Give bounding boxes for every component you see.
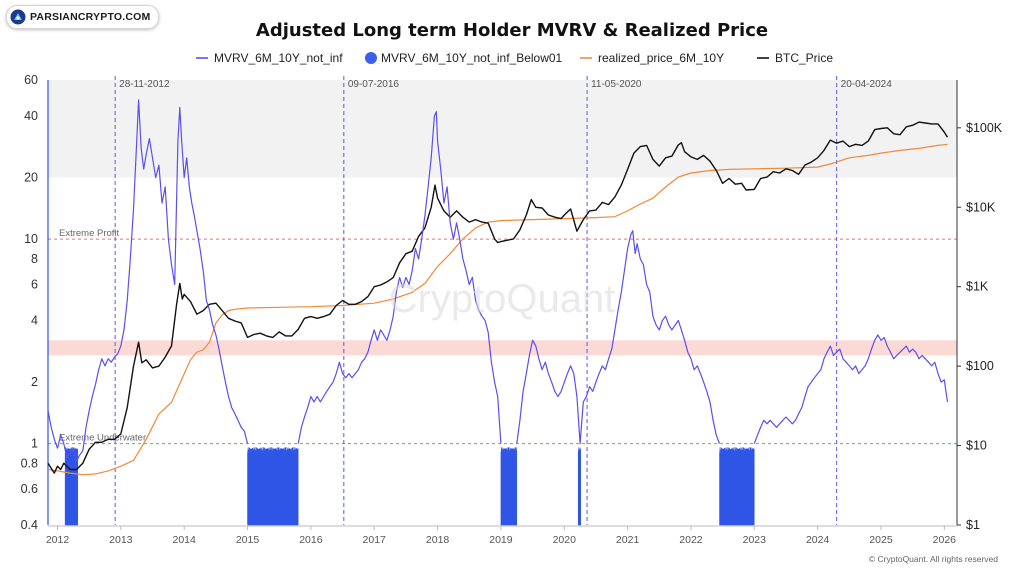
x-tick-label: 2017 xyxy=(363,534,387,546)
warning-band xyxy=(48,340,957,356)
legend-marker-dot xyxy=(365,52,377,64)
y-right-tick-label: $10K xyxy=(966,200,996,214)
x-tick-label: 2014 xyxy=(173,534,197,546)
below01-fill xyxy=(500,447,518,526)
x-tick-label: 2015 xyxy=(236,534,260,546)
brand-logo: PARSIANCRYPTO.COM xyxy=(6,5,160,29)
x-tick-label: 2016 xyxy=(299,534,323,546)
logo-mark-icon xyxy=(10,9,26,25)
upper-shade xyxy=(48,80,957,178)
x-tick-label: 2021 xyxy=(616,534,640,546)
x-tick-label: 2012 xyxy=(46,534,70,546)
mvrv-line xyxy=(297,111,502,444)
y-left-tick-label: 10 xyxy=(24,232,38,246)
x-tick-label: 2018 xyxy=(426,534,450,546)
y-left-tick-label: 0.8 xyxy=(21,456,38,470)
x-tick-label: 2019 xyxy=(489,534,513,546)
realized-price-line xyxy=(47,143,948,476)
btc-price-line xyxy=(47,121,949,474)
legend-label: MVRV_6M_10Y_not_inf_Below01 xyxy=(381,51,563,65)
x-tick-label: 2022 xyxy=(679,534,703,546)
series-layer xyxy=(47,99,949,526)
legend: MVRV_6M_10Y_not_inf MVRV_6M_10Y_not_inf_B… xyxy=(196,51,833,65)
cycle-marker-label: 11-05-2020 xyxy=(591,79,642,90)
copyright: © CryptoQuant. All rights reserved xyxy=(869,554,998,564)
legend-label: MVRV_6M_10Y_not_inf xyxy=(214,51,343,65)
cycle-marker-label: 09-07-2016 xyxy=(348,79,400,90)
x-tick-label: 2013 xyxy=(109,534,133,546)
axes: 60 40 20 10 8 6 4 2 1 0.8 0.6 0.4 $100K $10K $1K $100 $1… xyxy=(21,73,1003,546)
legend-label: BTC_Price xyxy=(775,51,833,65)
y-left-tick-label: 60 xyxy=(24,73,38,87)
below01-fill xyxy=(247,446,299,526)
x-tick-label: 2020 xyxy=(553,534,577,546)
y-left-tick-label: 4 xyxy=(31,314,38,328)
y-right-tick-label: $1K xyxy=(966,280,989,294)
y-left-tick-label: 0.4 xyxy=(21,518,38,532)
below01-fill xyxy=(577,447,581,526)
x-tick-label: 2023 xyxy=(743,534,767,546)
mvrv-line xyxy=(753,334,949,444)
y-right-tick-label: $1 xyxy=(966,518,980,532)
extreme-underwater-label: Extreme Underwater xyxy=(59,433,146,444)
y-left-tick-label: 0.6 xyxy=(21,482,38,496)
cycle-marker-label: 28-11-2012 xyxy=(119,79,170,90)
y-left-tick-label: 8 xyxy=(31,252,38,266)
y-right-tick-label: $10 xyxy=(966,439,987,453)
legend-label: realized_price_6M_10Y xyxy=(598,51,724,65)
y-left-tick-label: 2 xyxy=(31,375,38,389)
cycle-marker-label: 20-04-2024 xyxy=(841,79,893,90)
y-left-tick-label: 6 xyxy=(31,277,38,291)
y-right-tick-label: $100K xyxy=(966,121,1003,135)
y-right-tick-label: $100 xyxy=(966,359,994,373)
y-left-tick-label: 40 xyxy=(24,109,38,123)
y-left-tick-label: 20 xyxy=(24,171,38,185)
mvrv-line xyxy=(516,230,721,445)
logo-text: PARSIANCRYPTO.COM xyxy=(30,11,151,23)
mvrv-line xyxy=(47,99,249,462)
below01-fill xyxy=(719,446,755,526)
x-tick-label: 2026 xyxy=(933,534,957,546)
extreme-profit-label: Extreme Profit xyxy=(59,228,120,239)
chart-title: Adjusted Long term Holder MVRV & Realize… xyxy=(256,20,768,41)
y-left-tick-label: 1 xyxy=(31,437,38,451)
x-tick-label: 2024 xyxy=(806,534,830,546)
plot-background xyxy=(48,80,957,356)
watermark: CryptoQuant xyxy=(389,277,616,321)
x-tick-label: 2025 xyxy=(869,534,893,546)
